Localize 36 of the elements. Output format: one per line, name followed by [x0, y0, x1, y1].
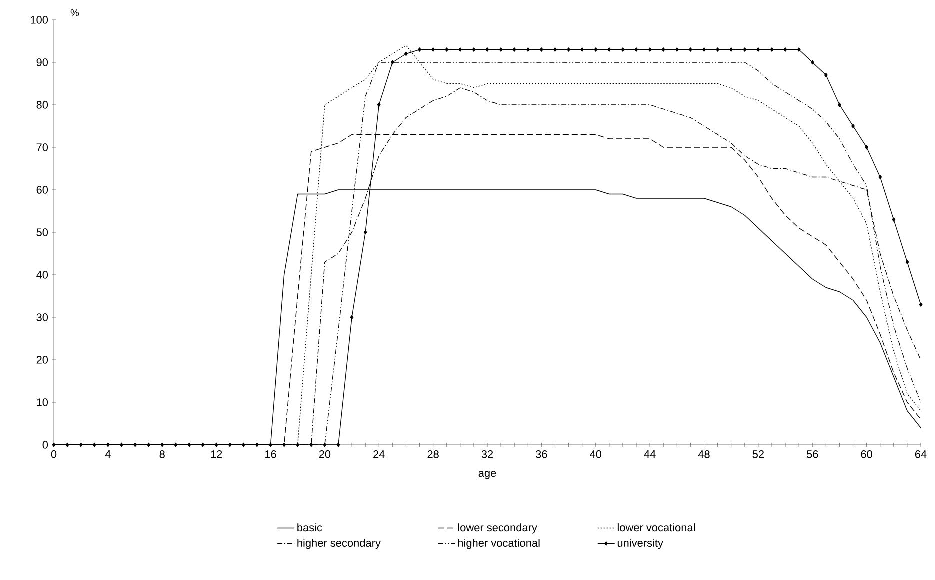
y-tick-label: 30 — [36, 314, 48, 322]
x-tick-label: 24 — [374, 450, 385, 458]
x-tick-label: 0 — [51, 450, 57, 458]
x-tick-label: 20 — [319, 450, 331, 458]
legend-label: higher secondary — [298, 538, 381, 550]
x-tick-label: 16 — [265, 450, 276, 458]
x-tick-label: 36 — [536, 450, 548, 458]
x-tick-label: 48 — [698, 450, 710, 458]
legend-label: basic — [298, 524, 322, 532]
legend-label: lower vocational — [618, 524, 696, 532]
x-axis-title: age — [478, 471, 496, 480]
y-axis-title: % — [70, 9, 80, 16]
y-tick-label: 0 — [42, 441, 48, 449]
x-tick-label: 12 — [211, 450, 222, 458]
legend-label: university — [618, 538, 664, 550]
x-tick-label: 56 — [806, 450, 818, 458]
x-tick-label: 52 — [752, 450, 764, 458]
x-tick-label: 60 — [861, 450, 872, 458]
x-tick-label: 64 — [915, 450, 927, 458]
y-tick-label: 70 — [36, 144, 48, 152]
y-tick-label: 80 — [36, 101, 48, 109]
x-tick-label: 8 — [160, 450, 165, 458]
x-tick-label: 28 — [428, 450, 439, 458]
y-tick-label: 100 — [31, 16, 48, 24]
y-tick-label: 60 — [36, 186, 48, 194]
x-tick-label: 32 — [482, 450, 494, 458]
y-tick-label: 50 — [36, 228, 48, 236]
y-tick-label: 40 — [36, 271, 48, 279]
y-tick-label: 20 — [36, 356, 48, 364]
legend-label: higher vocational — [458, 538, 540, 550]
x-tick-label: 44 — [644, 450, 656, 458]
y-tick-label: 90 — [36, 58, 48, 66]
legend-label: lower secondary — [458, 524, 538, 534]
x-tick-label: 40 — [590, 450, 602, 458]
x-tick-label: 4 — [105, 450, 111, 458]
y-tick-label: 10 — [37, 398, 48, 406]
